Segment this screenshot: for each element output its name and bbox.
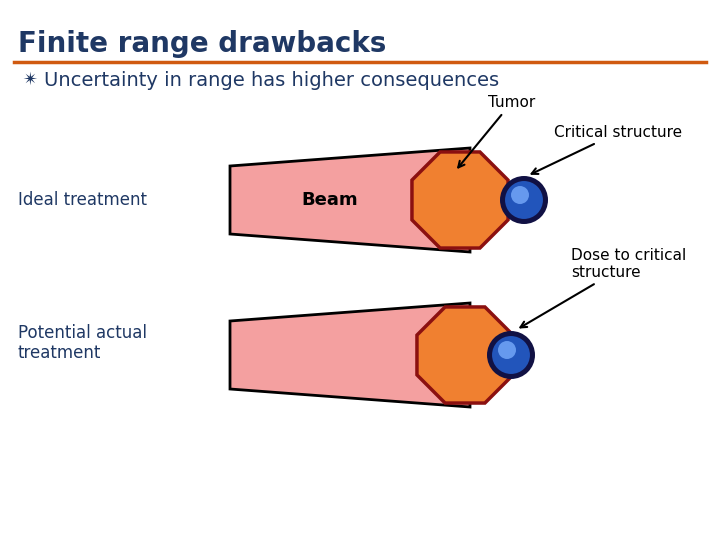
Text: Ideal treatment: Ideal treatment (18, 191, 147, 209)
Polygon shape (230, 303, 470, 407)
Text: Critical structure: Critical structure (531, 125, 682, 174)
Text: Uncertainty in range has higher consequences: Uncertainty in range has higher conseque… (44, 71, 499, 90)
Circle shape (504, 180, 544, 220)
Text: Finite range drawbacks: Finite range drawbacks (18, 30, 387, 58)
Polygon shape (412, 152, 508, 248)
Circle shape (500, 176, 548, 224)
Text: Dose to critical
structure: Dose to critical structure (521, 248, 686, 327)
Circle shape (511, 186, 529, 204)
Text: Potential actual
treatment: Potential actual treatment (18, 323, 147, 362)
Circle shape (491, 335, 531, 375)
Text: Tumor: Tumor (458, 95, 535, 167)
Polygon shape (417, 307, 513, 403)
Polygon shape (230, 148, 470, 252)
Circle shape (487, 331, 535, 379)
Circle shape (498, 341, 516, 359)
Text: ✴: ✴ (22, 71, 37, 89)
Text: Beam: Beam (302, 191, 359, 209)
